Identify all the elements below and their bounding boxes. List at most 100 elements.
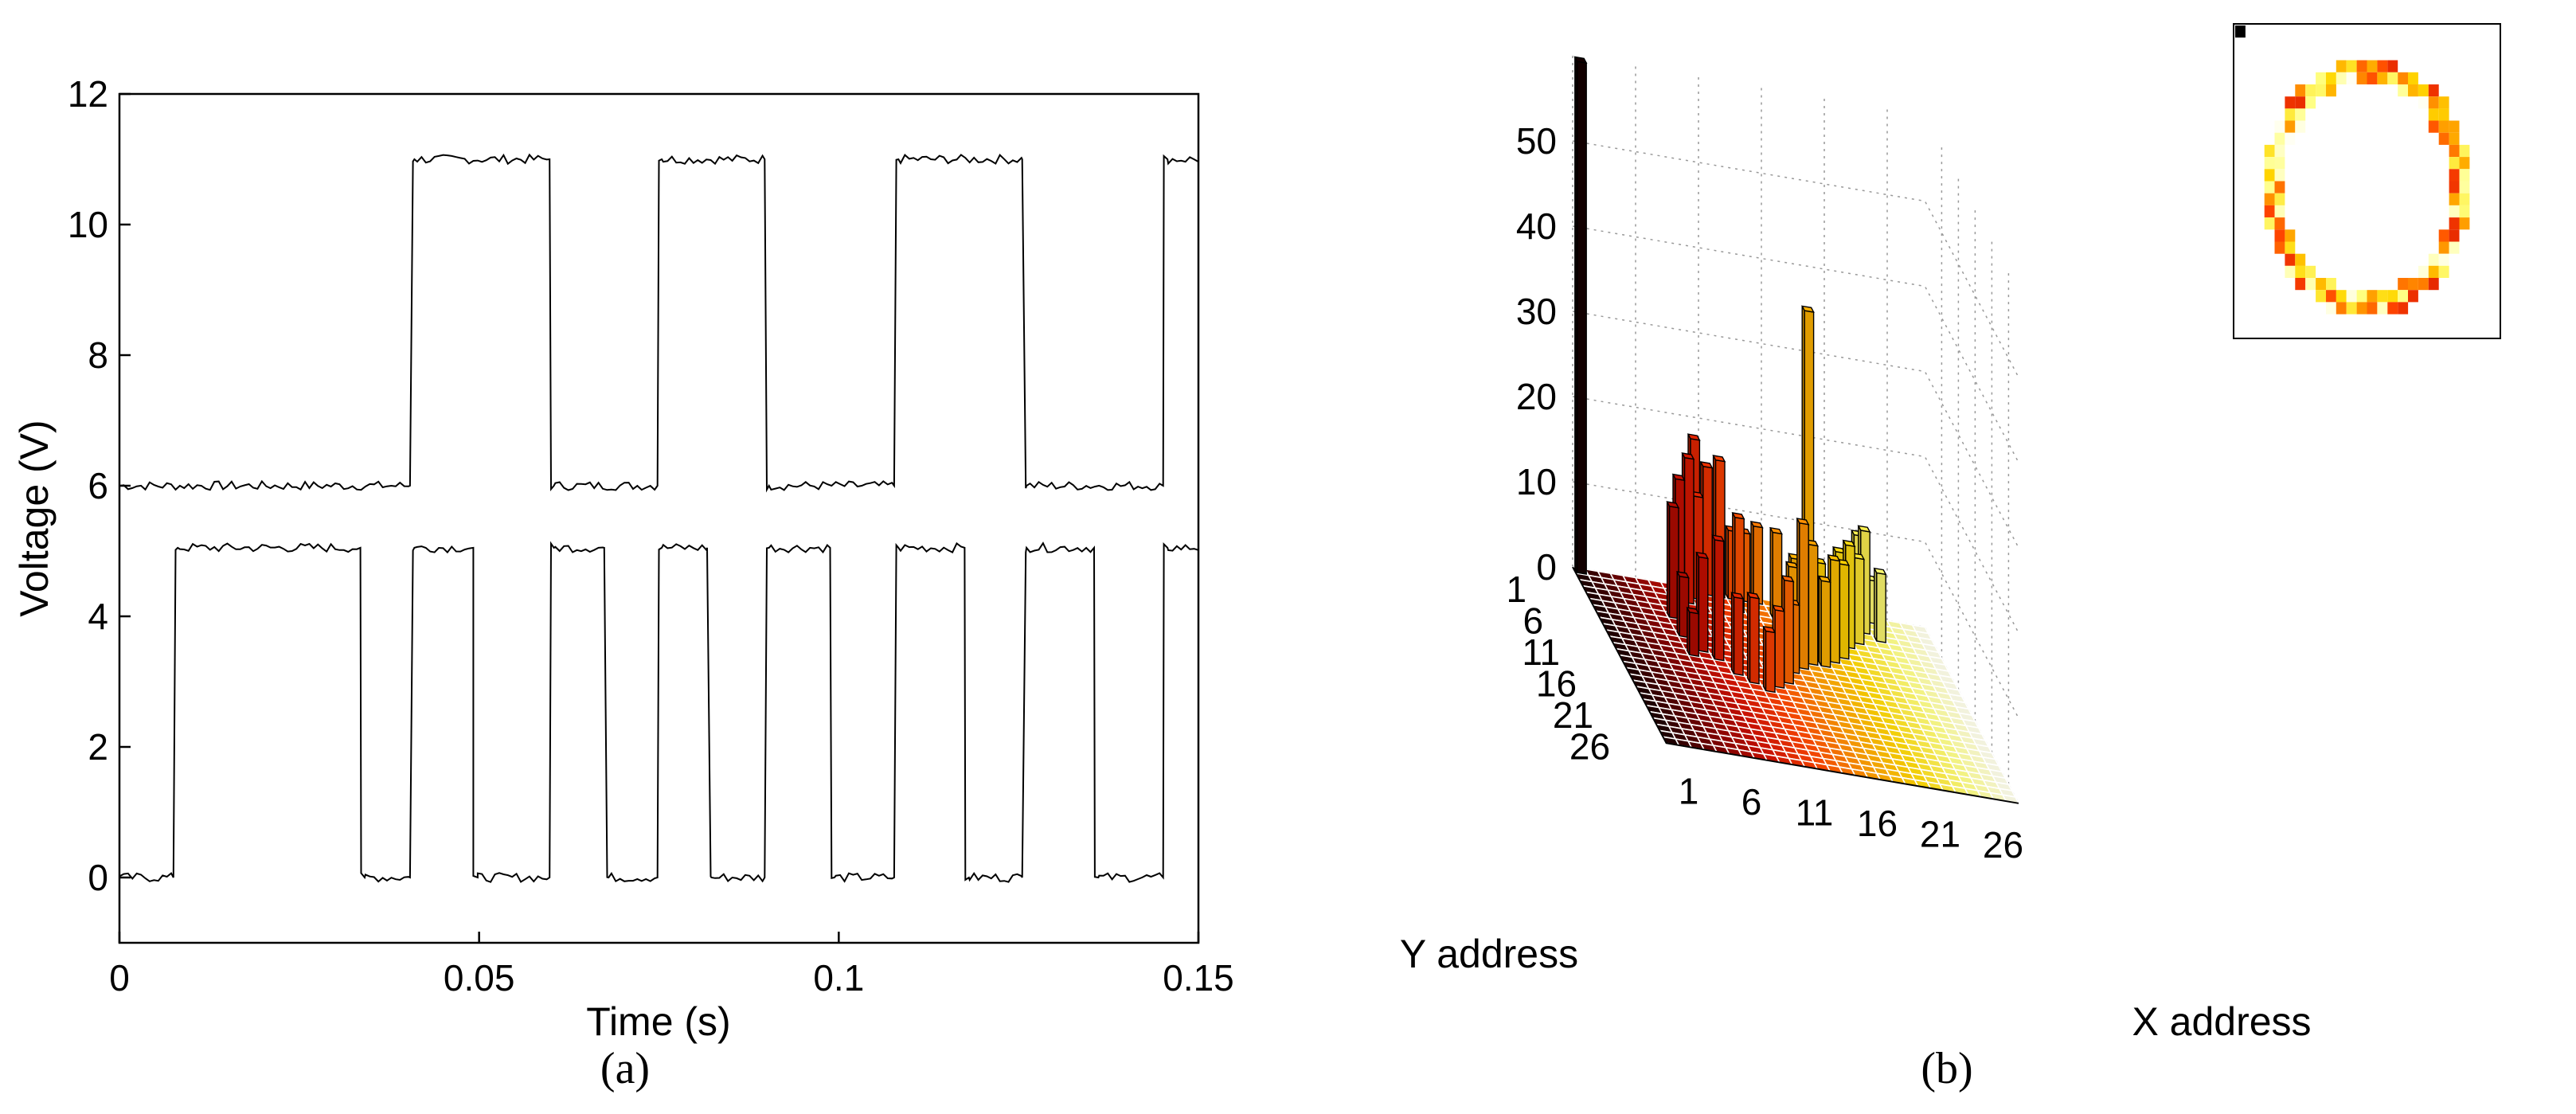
inset-cell: [2449, 169, 2460, 182]
inset-cell: [2428, 96, 2439, 109]
inset-cell: [2264, 205, 2275, 218]
inset-cell: [2459, 217, 2470, 230]
inset-cell: [2295, 253, 2306, 266]
inset-cell: [2459, 169, 2470, 182]
histogram-bar: [1873, 567, 1887, 643]
inset-cell: [2387, 72, 2398, 84]
histogram-bar: [1686, 607, 1700, 658]
inset-cell: [2274, 241, 2285, 254]
panel-a-line-chart: 0 0.05 0.1 0.15 0 2 4 6 8 10 12 Time (s) Voltage (…: [12, 73, 1234, 1093]
inset-cell: [2305, 265, 2316, 278]
x-tick-label: 1: [1679, 771, 1699, 812]
panel-b-xlabel: X address: [2132, 999, 2311, 1044]
inset-cell: [2449, 205, 2460, 218]
y-tick-label: 21: [1553, 694, 1593, 736]
panel-b-bars: [1573, 56, 1887, 694]
inset-cell: [2387, 60, 2398, 72]
x-tick-label: 16: [1857, 803, 1898, 844]
inset-cell: [2326, 84, 2336, 97]
histogram-bar: [1731, 512, 1745, 614]
y-tick-label: 16: [1536, 663, 1577, 704]
inset-cell: [2438, 120, 2449, 133]
inset-cell: [2346, 72, 2357, 84]
inset-border: [2233, 23, 2501, 339]
y-tick-label: 0: [88, 857, 108, 898]
inset-cell: [2316, 72, 2326, 84]
inset-cell: [2285, 132, 2296, 145]
inset-cell: [2295, 278, 2306, 291]
x-tick-label: 0.15: [1163, 957, 1234, 999]
inset-cell: [2398, 278, 2409, 291]
y-tick-label: 6: [1523, 600, 1544, 641]
panel-b-ylabel: Y address: [1400, 932, 1578, 976]
inset-cell: [2387, 302, 2398, 315]
histogram-bar: [1746, 592, 1761, 685]
inset-cell: [2295, 120, 2306, 133]
inset-cell: [2449, 132, 2460, 145]
panel-a-xlabel: Time (s): [586, 999, 730, 1044]
x-tick-label: 11: [1796, 792, 1834, 834]
inset-cell: [2408, 278, 2418, 291]
inset-cell: [2346, 302, 2357, 315]
panel-b-label: (b): [1921, 1044, 1972, 1093]
inset-cell: [2367, 290, 2378, 303]
z-tick-label: 0: [1536, 546, 1557, 588]
inset-cell: [2459, 181, 2470, 193]
inset-cell: [2449, 181, 2460, 193]
x-tick-label: 0.05: [444, 957, 515, 999]
panel-a-series: [119, 153, 1199, 883]
inset-cell: [2418, 265, 2429, 278]
inset-cell: [2316, 84, 2326, 97]
histogram-bar: [1749, 521, 1764, 605]
inset-cell: [2438, 229, 2449, 242]
inset-cell: [2459, 205, 2470, 218]
inset-cell: [2449, 229, 2460, 242]
inset-cell: [2449, 193, 2460, 205]
inset-cell: [2428, 108, 2439, 121]
histogram-bar: [1762, 625, 1777, 694]
inset-cell: [2438, 253, 2449, 266]
inset-cell: [2449, 241, 2460, 254]
inset-cell: [2428, 120, 2439, 133]
z-gridline: [1572, 140, 2019, 378]
z-tick-label: 30: [1516, 291, 1557, 332]
inset-cell: [2285, 241, 2296, 254]
panel-a-ticks: 0 0.05 0.1 0.15 0 2 4 6 8 10 12: [68, 73, 1234, 999]
inset-cell: [2264, 217, 2275, 230]
y-tick-label: 2: [88, 726, 108, 768]
inset-cell: [2274, 217, 2285, 230]
inset-cell: [2408, 72, 2418, 84]
z-tick-label: 40: [1516, 205, 1557, 247]
inset-cell: [2316, 278, 2326, 291]
inset-cell: [2398, 302, 2409, 315]
x-tick-label: 0.1: [813, 957, 864, 999]
y-tick-label: 26: [1569, 725, 1610, 767]
inset-cell: [2418, 278, 2429, 291]
floor-edge: [1572, 566, 2019, 804]
inset-cell: [2428, 84, 2439, 97]
tall-bar: [1573, 56, 1588, 575]
inset-cell: [2285, 253, 2296, 266]
panel-a-axes-box: [118, 92, 1200, 944]
inset-cell: [2285, 120, 2296, 133]
inset-cell: [2398, 290, 2409, 303]
inset-cell: [2356, 290, 2367, 303]
inset-cell: [2285, 96, 2296, 109]
inset-cell: [2274, 144, 2285, 158]
panel-a-label: (a): [600, 1044, 650, 1093]
inset-cell: [2459, 193, 2470, 205]
histogram-bar: [1730, 592, 1745, 676]
inset-cell: [2274, 229, 2285, 242]
y-tick-label: 4: [88, 596, 108, 637]
inset-cell: [2326, 72, 2336, 84]
inset-cell: [2459, 144, 2470, 158]
x-tick-label: 21: [1920, 814, 1960, 855]
inset-cell: [2336, 72, 2347, 84]
inset-cell: [2438, 96, 2449, 109]
inset-cell: [2295, 265, 2306, 278]
inset-cell: [2398, 84, 2409, 97]
inset-cell: [2438, 241, 2449, 254]
